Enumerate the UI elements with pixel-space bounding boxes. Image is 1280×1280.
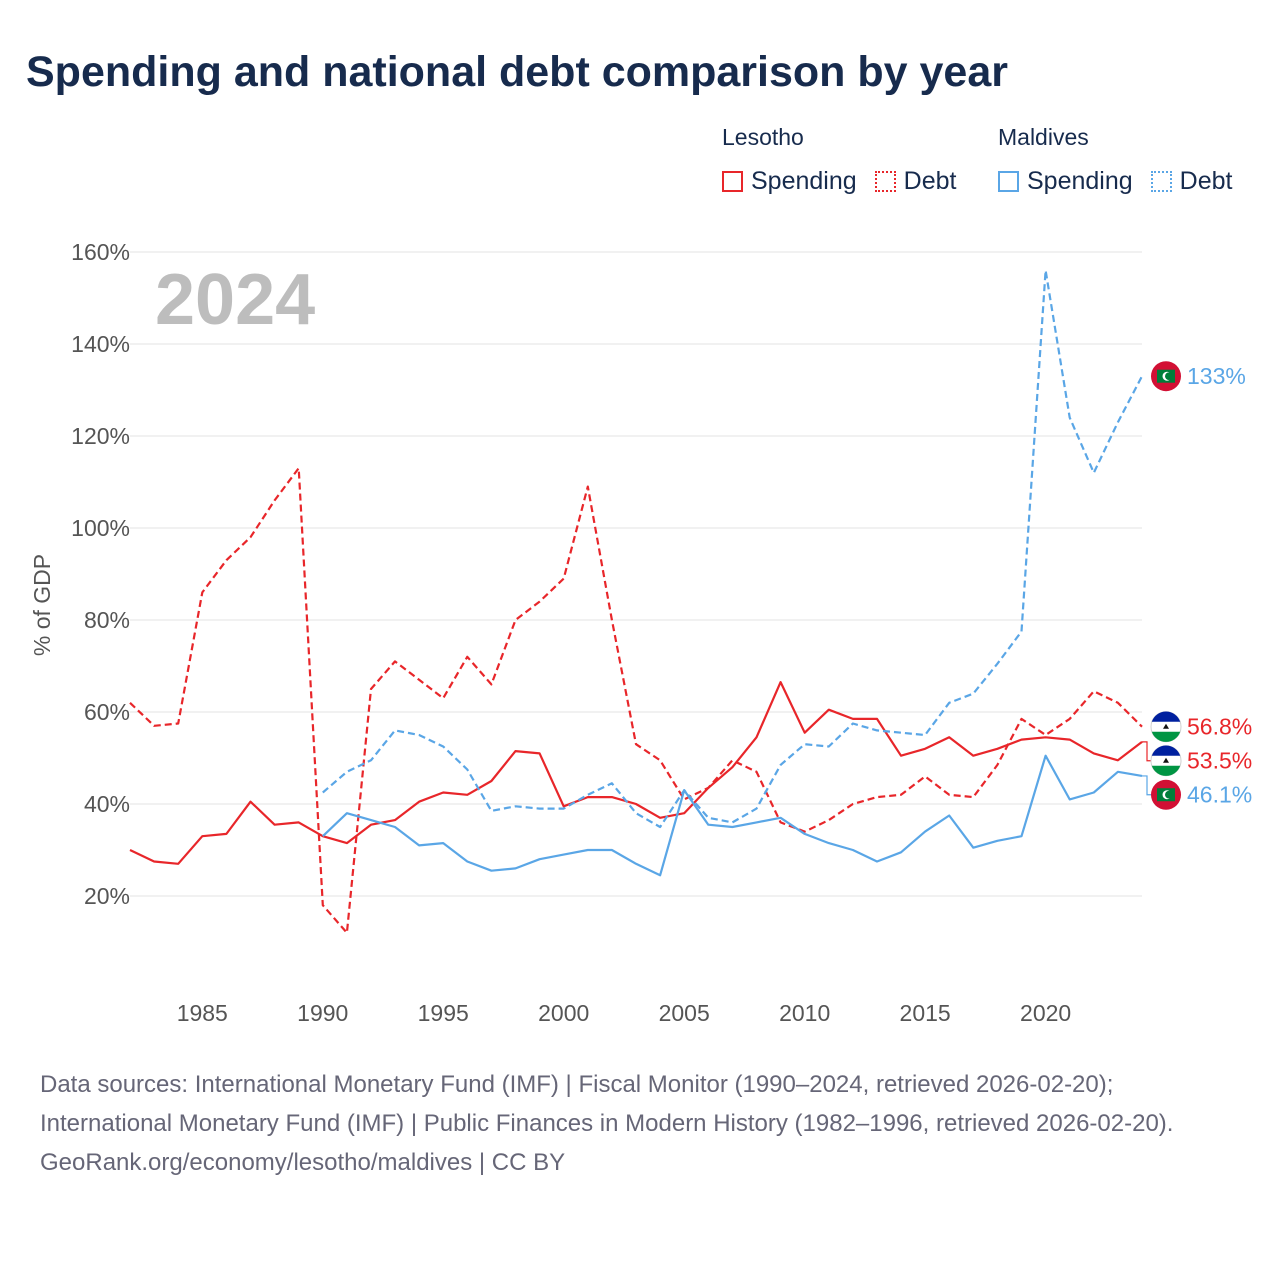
y-tick-label: 20%	[84, 883, 130, 909]
legend-label: Spending	[751, 167, 857, 195]
legend-group-name: Lesotho	[722, 124, 804, 150]
series-line-maldives-debt	[322, 269, 1143, 829]
flag-mokorotlo-hat	[1163, 723, 1169, 729]
end-value-label: 46.1%	[1187, 782, 1252, 808]
data-sources: Data sources: International Monetary Fun…	[40, 1071, 1174, 1137]
flag-blue-band	[1151, 711, 1181, 722]
x-tick-label: 2020	[1020, 1000, 1071, 1026]
legend-label: Debt	[1179, 167, 1233, 195]
maldives-flag-icon	[1151, 361, 1181, 392]
y-tick-label: 140%	[71, 331, 130, 357]
flag-green-band	[1151, 765, 1181, 776]
y-axis-label: % of GDP	[29, 554, 55, 656]
x-tick-label: 1995	[418, 1000, 469, 1026]
dotted-line-swatch-icon	[874, 171, 896, 192]
maldives-flag-icon	[1151, 779, 1181, 810]
solid-line-swatch-icon	[998, 171, 1019, 192]
dotted-line-swatch-icon	[1150, 171, 1172, 192]
label-leader-line	[1142, 741, 1152, 762]
label-leader-line	[1142, 775, 1152, 796]
flag-green-band	[1151, 731, 1181, 742]
flag-crescent-cut	[1165, 372, 1173, 381]
y-tick-label: 80%	[84, 607, 130, 633]
legend-item-lesotho-debt[interactable]: Debt	[874, 167, 957, 196]
series-line-lesotho-spending	[129, 680, 1143, 865]
series-line-maldives-spending	[322, 754, 1143, 877]
x-tick-label: 2015	[900, 1000, 951, 1026]
credit-link[interactable]: GeoRank.org/economy/lesotho/maldives | C…	[40, 1149, 566, 1176]
legend-group-name: Maldives	[998, 124, 1089, 150]
legend-label: Spending	[1027, 167, 1133, 195]
flag-mokorotlo-hat	[1163, 757, 1169, 763]
line-chart: 20% 40% 60% 80% 100% 120% 140% 160% 1985 1990 1995…	[29, 239, 1252, 1026]
x-tick-label: 1985	[177, 1000, 228, 1026]
lesotho-flag-icon	[1150, 745, 1182, 777]
flag-blue-band	[1151, 745, 1181, 756]
y-tick-label: 120%	[71, 423, 130, 449]
end-value-label: 53.5%	[1187, 748, 1252, 774]
y-tick-label: 60%	[84, 699, 130, 725]
legend-item-maldives-debt[interactable]: Debt	[1150, 167, 1233, 196]
end-value-label: 133%	[1187, 363, 1246, 389]
solid-line-swatch-icon	[722, 171, 743, 192]
end-value-label: 56.8%	[1187, 714, 1252, 740]
y-tick-label: 160%	[71, 239, 130, 265]
legend-item-maldives-spending[interactable]: Spending	[998, 167, 1133, 196]
legend-item-lesotho-spending[interactable]: Spending	[722, 167, 857, 196]
legend-label: Debt	[903, 167, 957, 195]
legend-group-maldives: Maldives Spending Debt	[998, 124, 1250, 196]
footer: Data sources: International Monetary Fun…	[40, 1065, 1240, 1182]
x-tick-label: 2005	[659, 1000, 710, 1026]
legend-group-lesotho: Lesotho Spending Debt	[722, 124, 974, 196]
flag-crescent-cut	[1165, 790, 1173, 799]
series-line-lesotho-debt	[129, 467, 1143, 934]
lesotho-flag-icon	[1150, 711, 1182, 743]
chart-title: Spending and national debt comparison by…	[26, 48, 1008, 96]
y-tick-label: 40%	[84, 791, 130, 817]
x-tick-label: 2000	[538, 1000, 589, 1026]
x-tick-label: 1990	[297, 1000, 348, 1026]
y-tick-label: 100%	[71, 515, 130, 541]
year-watermark: 2024	[155, 260, 315, 340]
x-tick-label: 2010	[779, 1000, 830, 1026]
